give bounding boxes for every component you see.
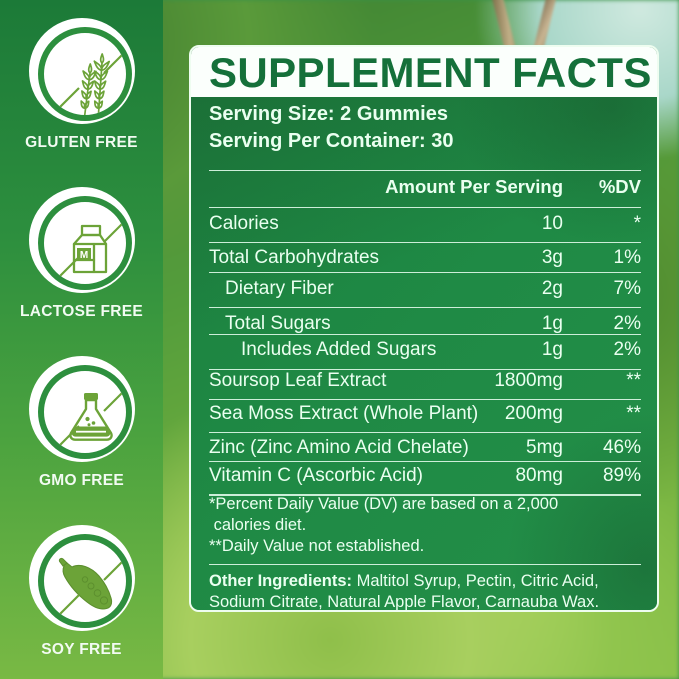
svg-text:M: M bbox=[79, 250, 87, 261]
